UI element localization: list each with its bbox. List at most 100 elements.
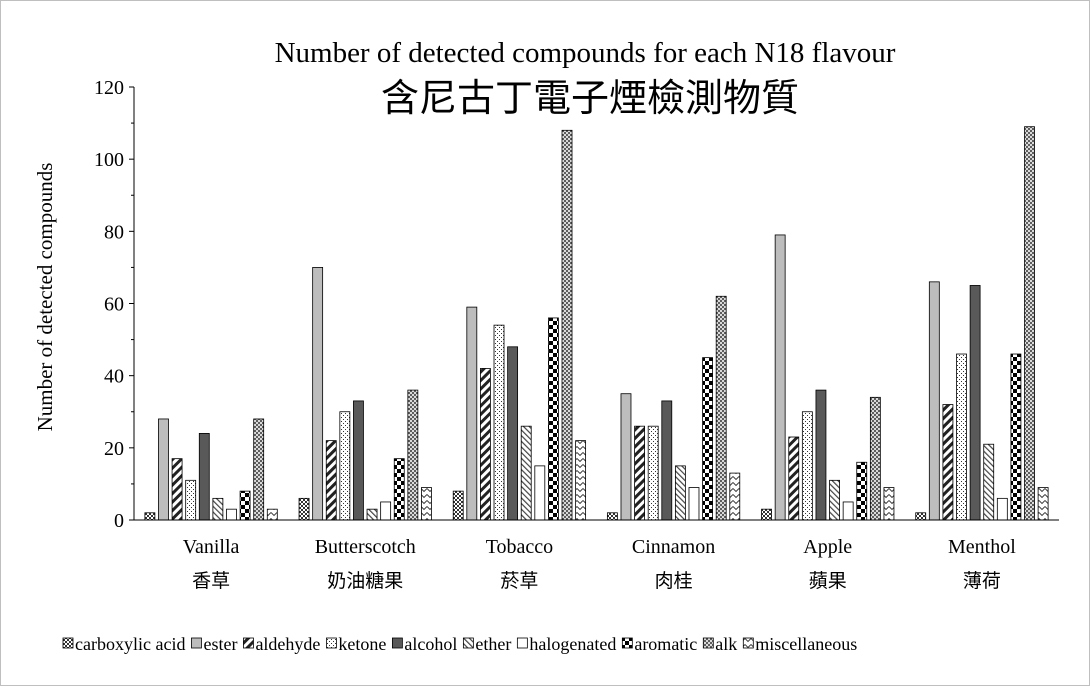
bar-carboxylic-acid-tobacco	[452, 490, 464, 521]
bar-alk-tobacco	[561, 129, 573, 521]
bar-ester-apple	[774, 234, 786, 521]
legend-swatch-carboxylic-acid	[62, 637, 74, 649]
bar-alcohol-tobacco	[507, 346, 519, 521]
bar-miscellaneous-vanilla	[266, 508, 278, 521]
x-tick-label: Tobacco	[486, 536, 553, 558]
legend-swatch-aromatic	[621, 637, 633, 649]
legend-swatch-miscellaneous	[742, 637, 754, 649]
legend-swatch-alk	[702, 637, 714, 649]
legend-swatch-ether	[462, 637, 474, 649]
bar-ketone-menthol	[956, 353, 967, 521]
bar-miscellaneous-tobacco	[575, 440, 587, 521]
bar-miscellaneous-menthol	[1037, 487, 1049, 521]
bar-alk-menthol	[1024, 126, 1035, 521]
bar-aromatic-tobacco	[548, 317, 559, 521]
bar-halogenated-butterscotch	[380, 501, 392, 521]
legend-label: aldehyde	[255, 634, 320, 654]
y-axis-label: Number of detected compounds	[33, 163, 57, 432]
y-tick-label: 0	[114, 510, 124, 532]
legend-label: ester	[203, 634, 237, 654]
bar-ether-menthol	[983, 443, 995, 521]
bar-miscellaneous-cinnamon	[729, 472, 741, 521]
bar-carboxylic-acid-apple	[761, 508, 772, 521]
bar-alcohol-vanilla	[198, 432, 210, 521]
bar-aldehyde-cinnamon	[634, 425, 645, 521]
bar-carboxylic-acid-butterscotch	[298, 497, 310, 521]
x-tick-label-zh: 奶油糖果	[327, 570, 403, 592]
bar-carboxylic-acid-menthol	[915, 512, 927, 521]
bar-alcohol-apple	[815, 389, 827, 521]
bar-alcohol-menthol	[969, 285, 981, 521]
legend-label: alk	[715, 634, 737, 654]
x-tick-label: Apple	[803, 536, 852, 558]
bar-halogenated-cinnamon	[688, 487, 700, 521]
bar-alk-butterscotch	[407, 389, 419, 521]
bars-group	[144, 126, 1049, 521]
x-tick-label-zh: 菸草	[500, 570, 538, 592]
bar-aromatic-vanilla	[239, 490, 251, 521]
legend-label: alcohol	[404, 634, 457, 654]
legend-label: miscellaneous	[755, 634, 857, 654]
y-axis: 0 20 40 60 80 100 120	[94, 77, 135, 532]
legend: carboxylic acid ester aldehyde ketone alcoho…	[62, 634, 857, 654]
bar-alk-cinnamon	[715, 295, 727, 521]
legend-swatch-ester	[191, 637, 202, 649]
bar-aromatic-butterscotch	[393, 458, 405, 521]
bar-alk-vanilla	[253, 418, 265, 521]
bar-aldehyde-vanilla	[171, 458, 183, 521]
x-tick-label: Menthol	[948, 536, 1016, 558]
x-tick-label-zh: 肉桂	[655, 570, 693, 592]
y-tick-label: 100	[94, 149, 124, 171]
bar-alcohol-cinnamon	[661, 400, 673, 521]
bar-miscellaneous-apple	[883, 487, 895, 521]
legend-swatch-alcohol	[391, 637, 403, 649]
bar-aldehyde-butterscotch	[325, 440, 337, 521]
bar-ester-tobacco	[466, 306, 478, 521]
bar-ketone-tobacco	[493, 324, 505, 521]
bar-ester-menthol	[928, 281, 940, 521]
bar-ketone-butterscotch	[339, 411, 351, 521]
bar-carboxylic-acid-cinnamon	[606, 512, 618, 521]
legend-swatch-aldehyde	[243, 637, 254, 649]
legend-label: halogenated	[529, 634, 616, 654]
bar-ester-vanilla	[158, 418, 169, 521]
bar-aldehyde-apple	[788, 436, 800, 521]
bar-ether-cinnamon	[674, 465, 686, 521]
x-tick-label: Butterscotch	[315, 536, 416, 558]
bar-ketone-vanilla	[185, 479, 197, 521]
bar-ether-tobacco	[520, 425, 532, 521]
bar-ether-butterscotch	[366, 508, 378, 521]
bar-ketone-apple	[801, 411, 813, 521]
bar-miscellaneous-butterscotch	[421, 487, 432, 521]
bar-aldehyde-menthol	[942, 404, 954, 521]
chart-subtitle: 含尼古丁電子煙檢測物質	[381, 76, 799, 120]
bar-halogenated-apple	[842, 501, 854, 521]
bar-ester-butterscotch	[312, 267, 324, 521]
x-tick-label-zh: 香草	[192, 570, 230, 592]
x-tick-label-zh: 薄荷	[963, 570, 1001, 592]
bar-ether-vanilla	[212, 497, 224, 521]
x-tick-label: Cinnamon	[632, 536, 715, 558]
bar-ester-cinnamon	[620, 393, 632, 521]
bar-alk-apple	[869, 396, 881, 521]
x-tick-label-zh: 蘋果	[809, 570, 847, 592]
bar-ether-apple	[829, 479, 840, 521]
legend-label: aromatic	[634, 634, 697, 654]
y-tick-label: 120	[94, 77, 124, 99]
bar-alcohol-butterscotch	[353, 400, 364, 521]
legend-label: carboxylic acid	[75, 634, 185, 654]
legend-swatch-halogenated	[516, 637, 528, 649]
bar-aromatic-cinnamon	[702, 357, 713, 521]
bar-carboxylic-acid-vanilla	[144, 512, 156, 521]
bar-aldehyde-tobacco	[480, 368, 491, 521]
legend-label: ketone	[338, 634, 386, 654]
chart-title: Number of detected compounds for each N1…	[275, 37, 896, 69]
bar-ketone-cinnamon	[647, 425, 659, 521]
bar-aromatic-menthol	[1010, 353, 1022, 521]
legend-label: ether	[475, 634, 511, 654]
x-axis: Vanilla 香草 Butterscotch 奶油糖果 Tobacco 菸草 Cinnam…	[134, 519, 1059, 592]
y-tick-label: 80	[104, 221, 124, 243]
y-tick-label: 20	[104, 438, 124, 460]
